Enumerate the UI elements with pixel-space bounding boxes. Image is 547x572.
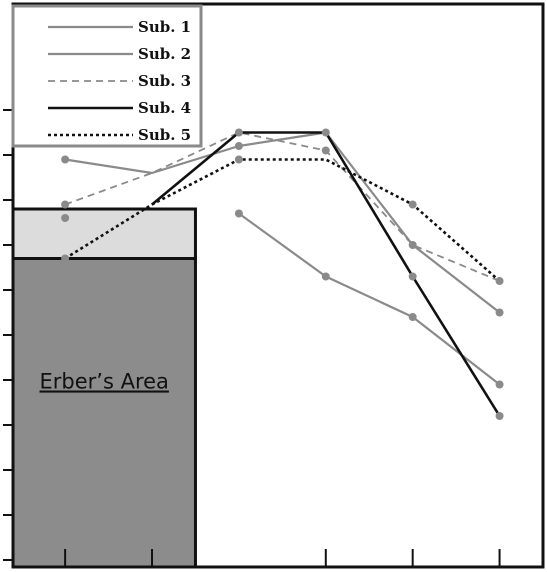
data-point-marker [321,272,330,281]
erbers-area-region [11,207,197,569]
data-point-marker [234,142,243,150]
erbers-area-label: Erber’s Area [40,370,169,394]
legend-label-1: Sub. 1 [138,18,191,36]
data-point-marker [408,313,417,321]
data-point-marker [495,277,504,285]
data-point-marker [408,241,417,249]
data-point-marker [495,308,504,317]
data-point-marker [61,254,70,263]
data-point-marker [234,155,243,164]
data-point-marker [321,128,330,137]
data-point-marker [61,214,70,222]
data-point-marker [321,146,330,155]
series-line-1 [238,212,501,386]
legend-label-2: Sub. 2 [138,45,191,63]
legend: Sub. 1 Sub. 2 Sub. 3 Sub. 4 Sub. 5 [11,4,203,148]
axes [3,2,545,569]
legend-box [11,4,203,148]
data-point-marker [408,272,417,281]
legend-label-4: Sub. 4 [138,99,191,117]
marker-layer [61,128,504,420]
plot-frame [11,2,545,569]
data-point-marker [495,412,504,420]
series-line-2 [64,131,501,314]
data-point-marker [61,155,70,164]
erbers-area-outer-band [11,207,197,260]
legend-label-5: Sub. 5 [138,126,191,144]
data-point-marker [234,128,243,137]
erbers-area-inner-block [11,257,197,569]
data-point-marker [495,380,504,389]
series-line-3 [64,131,500,282]
legend-label-3: Sub. 3 [138,72,191,90]
series-line-5 [64,158,501,282]
data-point-marker [408,200,417,209]
data-point-marker [61,200,70,209]
data-point-marker [234,209,243,218]
